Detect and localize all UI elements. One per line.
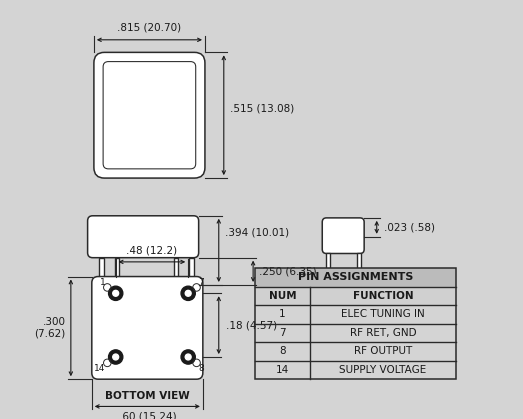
Text: FUNCTION: FUNCTION bbox=[353, 291, 413, 301]
FancyBboxPatch shape bbox=[94, 52, 205, 178]
Text: 7: 7 bbox=[199, 278, 204, 287]
Circle shape bbox=[109, 350, 123, 364]
Text: .18 (4.57): .18 (4.57) bbox=[226, 320, 277, 330]
Circle shape bbox=[181, 286, 195, 300]
Circle shape bbox=[113, 354, 119, 360]
Bar bbox=[357, 253, 361, 277]
Text: SUPPLY VOLTAGE: SUPPLY VOLTAGE bbox=[339, 365, 427, 375]
Bar bbox=[189, 258, 194, 285]
Text: .300
(7.62): .300 (7.62) bbox=[35, 317, 66, 339]
Text: .250 (6.35): .250 (6.35) bbox=[259, 266, 317, 276]
Bar bbox=[115, 258, 119, 285]
Circle shape bbox=[185, 290, 191, 296]
Text: .515 (13.08): .515 (13.08) bbox=[230, 104, 294, 114]
Text: ELEC TUNING IN: ELEC TUNING IN bbox=[341, 309, 425, 319]
Text: 8: 8 bbox=[199, 364, 204, 372]
Bar bbox=[326, 253, 330, 277]
Text: 7: 7 bbox=[279, 328, 286, 338]
Text: 14: 14 bbox=[276, 365, 289, 375]
Bar bbox=[255, 287, 457, 305]
FancyBboxPatch shape bbox=[92, 277, 203, 379]
Circle shape bbox=[185, 354, 191, 360]
Text: RF RET, GND: RF RET, GND bbox=[349, 328, 416, 338]
Text: BOTTOM VIEW: BOTTOM VIEW bbox=[105, 391, 190, 401]
Text: .394 (10.01): .394 (10.01) bbox=[225, 228, 289, 238]
FancyBboxPatch shape bbox=[88, 216, 199, 258]
FancyBboxPatch shape bbox=[322, 218, 364, 253]
Text: 14: 14 bbox=[94, 364, 105, 372]
Bar bbox=[99, 258, 104, 285]
Bar bbox=[255, 268, 457, 287]
Text: 8: 8 bbox=[279, 347, 286, 357]
Text: 1: 1 bbox=[279, 309, 286, 319]
Bar bbox=[255, 268, 457, 379]
Circle shape bbox=[109, 286, 123, 300]
Text: RF OUTPUT: RF OUTPUT bbox=[354, 347, 412, 357]
Text: PIN ASSIGNMENTS: PIN ASSIGNMENTS bbox=[298, 272, 414, 282]
Text: .023 (.58): .023 (.58) bbox=[384, 222, 435, 232]
Text: NUM: NUM bbox=[268, 291, 296, 301]
Text: .48 (12.2): .48 (12.2) bbox=[127, 246, 177, 256]
Bar bbox=[174, 258, 178, 285]
Circle shape bbox=[113, 290, 119, 296]
Text: .60 (15.24): .60 (15.24) bbox=[119, 411, 176, 419]
Text: 1: 1 bbox=[99, 278, 105, 287]
Circle shape bbox=[181, 350, 195, 364]
Text: .815 (20.70): .815 (20.70) bbox=[117, 22, 181, 32]
